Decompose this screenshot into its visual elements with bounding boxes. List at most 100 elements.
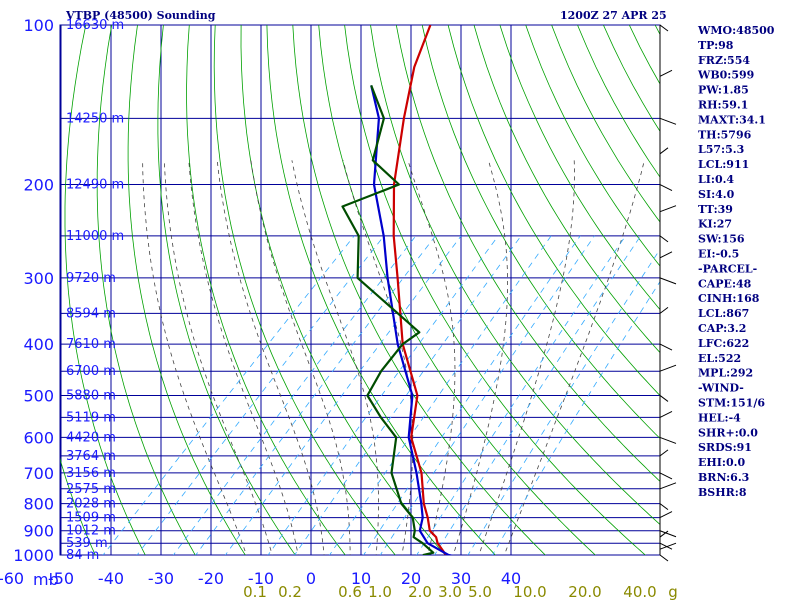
chart-title: VTBP (48500) Sounding [65,9,216,22]
pressure-tick-label: 200 [23,176,54,195]
mixing-ratio-label: 0.6 [338,583,362,600]
dry-adiabat [60,25,96,555]
index-item: MAXT:34.1 [698,113,766,126]
wind-barb [659,503,669,511]
index-item: TH:5796 [698,128,752,141]
mixing-ratio-label: 3.0 [438,583,462,600]
temperature-line [392,25,451,555]
wind-barb [659,343,673,351]
dry-adiabat [127,25,246,555]
mixing-ratio-line [329,235,552,555]
wind-barb [659,436,677,444]
dry-adiabat [213,25,396,555]
dry-adiabat [785,25,800,566]
pressure-tick-label: 900 [23,522,54,541]
height-label: 6700 m [66,364,116,379]
moist-adiabat [188,160,299,555]
pressure-tick-label: 1000 [13,546,54,565]
wind-barb [659,364,677,372]
index-item: LI:0.4 [698,173,734,186]
dry-adiabat [157,25,296,555]
index-item: KI:27 [698,218,732,231]
grid-layer [59,24,800,566]
index-item: SW:156 [698,233,745,246]
index-item: RH:59.1 [698,99,748,112]
wind-barb [659,251,673,259]
temperature-tick-label: 40 [501,569,521,588]
index-item: TP:98 [698,39,734,52]
index-item: MPL:292 [698,367,753,380]
parcel-line [370,85,455,555]
index-item: LCL:867 [698,307,749,320]
index-item: LCL:911 [698,158,749,171]
mixing-ratio-line [467,248,660,555]
temperature-tick-label: 20 [401,569,421,588]
pressure-tick-label: 700 [23,464,54,483]
temperature-tick-label: 10 [351,569,371,588]
index-item: -WIND- [698,382,744,395]
pressure-unit-label: mb [33,570,59,589]
index-item: CAP:3.2 [698,322,746,335]
wind-barb [659,184,673,191]
mixing-ratio-label: 0.2 [278,583,302,600]
mixing-ratio-label: 2.0 [408,583,432,600]
mixing-ratio-line [136,235,385,555]
wind-barb [659,554,669,562]
index-item: FRZ:554 [698,54,750,67]
index-item: SI:4.0 [698,188,735,201]
mixing-ratio-label: 0.1 [243,583,267,600]
pressure-tick-label: 400 [23,335,54,354]
dry-adiabat [395,25,660,482]
height-label: 14250 m [66,111,124,126]
mixing-ratio-line [379,235,595,555]
index-item: EHI:0.0 [698,456,745,469]
mixing-ratio-line [224,235,462,555]
wind-barb [659,117,677,125]
series-layer [341,25,455,555]
index-item: SHR+:0.0 [698,426,758,439]
wind-barb [659,235,669,243]
wind-barb [659,530,669,538]
dry-adiabat [292,25,546,555]
index-item: PW:1.85 [698,84,749,97]
moist-adiabat [250,160,351,555]
moist-adiabat [142,160,247,555]
dry-adiabat [344,25,646,555]
pressure-tick-label: 300 [23,269,54,288]
pressure-tick-label: 600 [23,428,54,447]
height-label: 7610 m [66,337,116,352]
dry-adiabat [186,25,346,555]
mixing-ratio-line [102,235,355,555]
mixing-ratio-line [434,235,641,555]
moist-adiabat [163,160,273,555]
dry-adiabat [266,25,496,555]
temperature-tick-label: -10 [248,569,274,588]
temperature-tick-label: -60 [0,569,24,588]
wind-barb [659,472,673,480]
height-label: 5119 m [66,410,116,425]
wind-barb [659,410,673,418]
wind-barbs [659,24,677,562]
index-panel: WMO:48500 TP:98 FRZ:554 WB0:599 PW:1.85 RH:59… [697,24,775,499]
height-label: 2575 m [66,482,116,497]
index-item: HEL:-4 [698,411,741,424]
moist-adiabat [216,160,325,555]
wind-barb [659,511,673,519]
height-label: 9720 m [66,271,116,286]
mixing-ratio-line [294,235,522,555]
height-label: 1509 m [66,511,116,526]
height-label: 8594 m [66,306,116,321]
temperature-tick-label: -30 [148,569,174,588]
temperature-tick-label: 30 [451,569,471,588]
wind-barb [659,542,673,550]
mixing-ratio-label: g [668,583,678,600]
height-label: 16630 m [66,18,124,33]
mixing-ratio-label: 1.0 [368,583,392,600]
height-label: 12490 m [66,178,124,193]
wind-barb [659,277,677,285]
mixing-ratio-label: 5.0 [468,583,492,600]
mixing-ratio-line [491,280,660,555]
height-label: 5880 m [66,388,116,403]
dry-adiabat [240,25,446,555]
index-item: LFC:622 [698,337,749,350]
